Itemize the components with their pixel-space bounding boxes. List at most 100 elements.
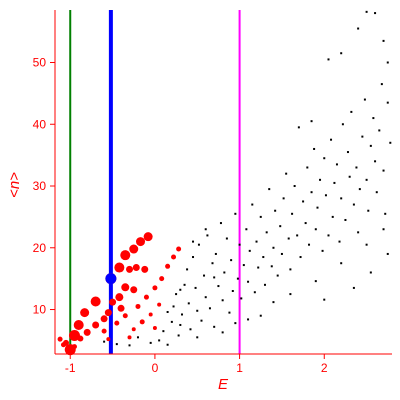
- data-point: [327, 234, 330, 237]
- data-point: [57, 336, 63, 342]
- data-point: [117, 304, 125, 312]
- vertical-reference-lines: [69, 10, 241, 354]
- data-point: [219, 222, 222, 225]
- data-point: [196, 336, 199, 339]
- data-point: [365, 178, 368, 181]
- data-point: [386, 101, 389, 104]
- data-point: [83, 328, 91, 336]
- x-tick-label: -1: [65, 361, 76, 375]
- axes: [54, 10, 392, 355]
- data-point: [330, 138, 333, 141]
- data-point: [382, 39, 385, 42]
- y-axis-title: <n>: [6, 172, 23, 198]
- data-point: [127, 335, 132, 340]
- data-point: [316, 206, 319, 209]
- data-point: [157, 302, 162, 307]
- data-point: [175, 293, 178, 296]
- data-point: [257, 266, 260, 269]
- data-point: [247, 318, 250, 321]
- data-point: [68, 329, 80, 341]
- data-point: [293, 185, 296, 188]
- data-point: [189, 328, 192, 331]
- data-point: [221, 299, 224, 302]
- data-point: [136, 237, 146, 247]
- y-tick-label: 50: [33, 55, 47, 69]
- data-point: [314, 228, 317, 231]
- data-point: [245, 228, 248, 231]
- data-point: [304, 222, 307, 225]
- data-point: [324, 194, 327, 197]
- data-point: [143, 294, 149, 300]
- data-point: [230, 259, 233, 262]
- data-point: [165, 263, 171, 269]
- data-point: [234, 212, 237, 215]
- data-point: [238, 243, 241, 246]
- data-point: [126, 265, 134, 273]
- data-point: [363, 98, 366, 101]
- data-point: [92, 321, 100, 329]
- data-point: [384, 212, 387, 215]
- data-point: [386, 252, 389, 255]
- data-point: [268, 188, 271, 191]
- data-point: [357, 27, 360, 30]
- data-point: [340, 52, 343, 55]
- data-point: [372, 117, 375, 120]
- data-point: [242, 264, 245, 267]
- data-point: [149, 341, 152, 344]
- data-point: [361, 135, 364, 138]
- data-point: [310, 191, 313, 194]
- data-point: [115, 343, 118, 346]
- data-point: [369, 144, 372, 147]
- data-point: [240, 297, 243, 300]
- data-point: [128, 344, 131, 347]
- data-point: [136, 336, 139, 339]
- data-point: [158, 339, 161, 342]
- data-point: [100, 315, 108, 323]
- data-point: [80, 308, 90, 318]
- data-point: [247, 280, 250, 283]
- data-point: [287, 237, 290, 240]
- data-point: [297, 126, 300, 129]
- data-point: [352, 286, 355, 289]
- data-point: [314, 280, 317, 283]
- data-point: [105, 273, 117, 285]
- data-point: [225, 237, 228, 240]
- y-tick-label: 30: [33, 179, 47, 193]
- data-point: [192, 240, 195, 243]
- data-point: [177, 334, 180, 337]
- data-point: [259, 314, 262, 317]
- data-point: [179, 288, 182, 291]
- data-point: [263, 283, 266, 286]
- data-point: [143, 232, 153, 242]
- data-point: [323, 157, 326, 160]
- data-point: [340, 262, 343, 265]
- data-point: [162, 330, 165, 333]
- data-point: [285, 172, 288, 175]
- data-points: [57, 10, 392, 356]
- data-point: [181, 313, 184, 316]
- data-point: [152, 326, 157, 331]
- y-tick-label: 20: [33, 241, 47, 255]
- data-point: [352, 203, 355, 206]
- data-point: [103, 340, 106, 343]
- data-point: [60, 342, 66, 348]
- data-point: [200, 319, 203, 322]
- data-point: [276, 274, 279, 277]
- data-point: [176, 246, 182, 252]
- data-point: [282, 197, 285, 200]
- data-point: [73, 319, 84, 330]
- data-point: [214, 252, 217, 255]
- data-point: [204, 296, 207, 299]
- x-tick-label: 2: [321, 361, 328, 375]
- data-point: [386, 61, 389, 64]
- data-point: [348, 175, 351, 178]
- data-point: [333, 181, 336, 184]
- data-point: [197, 243, 200, 246]
- data-point: [120, 250, 131, 261]
- data-point: [187, 302, 190, 305]
- data-point: [223, 271, 226, 274]
- data-point: [234, 322, 237, 325]
- data-point: [382, 169, 385, 172]
